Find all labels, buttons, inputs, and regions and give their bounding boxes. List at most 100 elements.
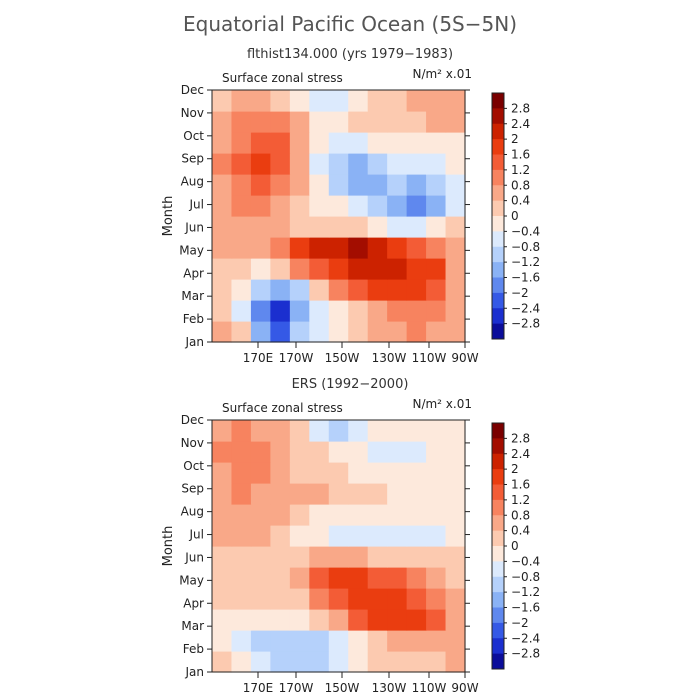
subtitle-surface-zonal-stress: Surface zonal stress xyxy=(222,401,343,415)
colorbar-swatch xyxy=(492,607,504,624)
heatmap-cell xyxy=(309,483,330,505)
heatmap-cell xyxy=(445,546,466,568)
heatmap-cell xyxy=(387,651,408,673)
colorbar-swatch xyxy=(492,484,504,501)
heatmap-cell xyxy=(426,651,447,673)
colorbar-label: −1.6 xyxy=(511,601,540,615)
y-tick-label: Dec xyxy=(181,413,204,427)
heatmap-cell xyxy=(406,132,427,154)
heatmap-cell xyxy=(309,420,330,442)
heatmap-cell xyxy=(212,441,233,463)
heatmap-cells xyxy=(212,420,466,673)
heatmap-cell xyxy=(387,525,408,547)
heatmap-cell xyxy=(212,90,233,112)
y-tick-label: Sep xyxy=(181,152,204,166)
heatmap-cell xyxy=(406,525,427,547)
colorbar-label: −2.4 xyxy=(511,301,540,315)
heatmap-cell xyxy=(250,132,271,154)
heatmap-cell xyxy=(445,588,466,610)
heatmap-cell xyxy=(387,174,408,196)
heatmap-cell xyxy=(212,279,233,301)
heatmap-cell xyxy=(270,504,291,526)
heatmap-cell xyxy=(445,216,466,238)
heatmap-cell xyxy=(426,441,447,463)
heatmap-cell xyxy=(270,525,291,547)
heatmap-cell xyxy=(270,132,291,154)
heatmap-cell xyxy=(348,588,369,610)
heatmap-cell xyxy=(289,132,310,154)
heatmap-cell xyxy=(328,504,349,526)
heatmap-cell xyxy=(250,441,271,463)
y-tick-label: May xyxy=(179,243,204,257)
heatmap-cell xyxy=(231,90,252,112)
heatmap-cell xyxy=(387,609,408,631)
heatmap-cell xyxy=(367,441,388,463)
heatmap-cell xyxy=(328,90,349,112)
heatmap-cell xyxy=(270,216,291,238)
heatmap-cell xyxy=(426,321,447,343)
heatmap-cell xyxy=(270,153,291,175)
heatmap-cell xyxy=(231,111,252,133)
colorbar-label: −0.8 xyxy=(511,570,540,584)
heatmap-cell xyxy=(406,630,427,652)
heatmap-cell xyxy=(328,609,349,631)
x-tick-label: 170W xyxy=(279,351,314,365)
y-tick-label: Jan xyxy=(185,665,205,679)
heatmap-cell xyxy=(328,300,349,322)
colorbar-label: 0.4 xyxy=(511,194,530,208)
heatmap-cell xyxy=(270,279,291,301)
heatmap-cell xyxy=(445,90,466,112)
heatmap-cell xyxy=(231,525,252,547)
heatmap-cell xyxy=(387,420,408,442)
heatmap-cell xyxy=(387,195,408,217)
heatmap-cell xyxy=(426,546,447,568)
heatmap-cell xyxy=(309,321,330,343)
colorbar-swatch xyxy=(492,638,504,655)
y-tick-label: Feb xyxy=(183,642,204,656)
heatmap-cell xyxy=(289,651,310,673)
colorbar-label: −0.8 xyxy=(511,240,540,254)
colorbar-swatch xyxy=(492,622,504,639)
colorbar-swatch xyxy=(492,139,504,155)
heatmap-cell xyxy=(289,279,310,301)
heatmap-cell xyxy=(426,462,447,484)
heatmap-cell xyxy=(367,195,388,217)
heatmap-cell xyxy=(328,279,349,301)
colorbar-label: 1.6 xyxy=(511,478,530,492)
heatmap-cell xyxy=(309,651,330,673)
colorbar-swatch xyxy=(492,308,504,325)
heatmap-cell xyxy=(387,111,408,133)
heatmap-cell xyxy=(250,588,271,610)
heatmap-cell xyxy=(270,546,291,568)
heatmap-cell xyxy=(231,195,252,217)
heatmap-cell xyxy=(426,504,447,526)
heatmap-cell xyxy=(426,609,447,631)
colorbar-label: 2.4 xyxy=(511,447,530,461)
heatmap-cell xyxy=(250,546,271,568)
x-tick-label: 170E xyxy=(243,681,274,695)
heatmap-cell xyxy=(309,546,330,568)
heatmap-cell xyxy=(250,420,271,442)
y-tick-label: Oct xyxy=(183,459,204,473)
heatmap-cell xyxy=(367,321,388,343)
y-tick-label: Jun xyxy=(184,220,204,234)
heatmap-cell xyxy=(406,462,427,484)
heatmap-cell xyxy=(309,153,330,175)
heatmap-cell xyxy=(406,153,427,175)
heatmap-cell xyxy=(231,483,252,505)
colorbar-swatch xyxy=(492,200,504,217)
heatmap-cell xyxy=(231,441,252,463)
heatmap-cell xyxy=(212,237,233,259)
colorbar-label: 2 xyxy=(511,462,519,476)
heatmap-cell xyxy=(328,258,349,280)
x-tick-label: 170E xyxy=(243,351,274,365)
heatmap-cell xyxy=(328,462,349,484)
y-tick-label: Aug xyxy=(181,505,204,519)
heatmap-cell xyxy=(328,237,349,259)
y-tick-label: Jan xyxy=(185,335,205,349)
heatmap-cell xyxy=(445,111,466,133)
heatmap-cell xyxy=(289,90,310,112)
heatmap-cell xyxy=(289,588,310,610)
colorbar-label: −2 xyxy=(511,286,529,300)
heatmap-cell xyxy=(328,546,349,568)
